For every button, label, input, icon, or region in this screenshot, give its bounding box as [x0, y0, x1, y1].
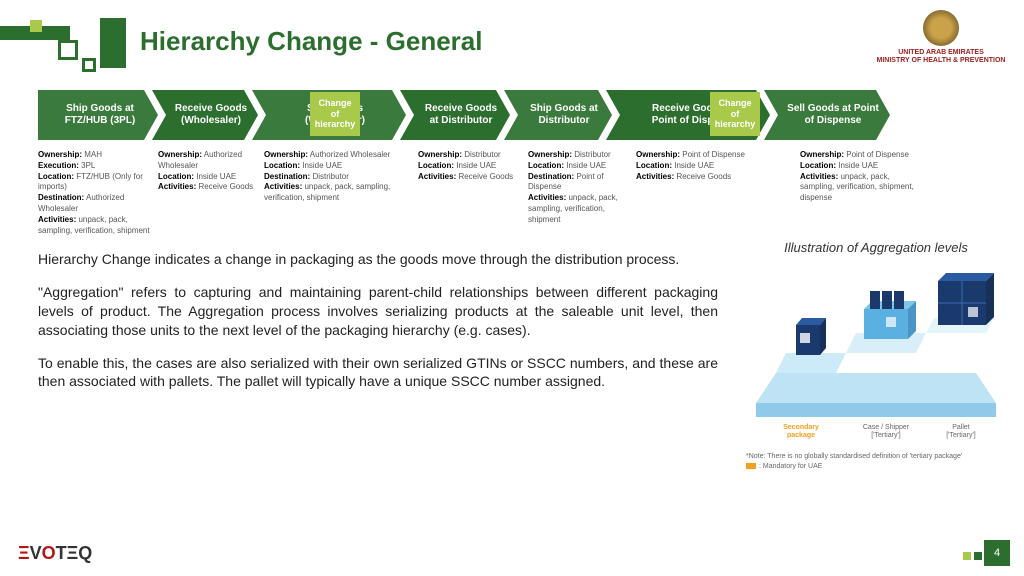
body-paragraph: To enable this, the cases are also seria… [38, 354, 718, 392]
flow-step: Sell Goods at Pointof Dispense [764, 90, 890, 140]
page-title-row: Hierarchy Change - General [140, 26, 884, 57]
step-details: Ownership: Point of DispenseLocation: In… [636, 150, 800, 236]
emblem-icon [923, 10, 959, 46]
illus-legend: : Mandatory for UAE [746, 463, 1006, 470]
body-paragraph: "Aggregation" refers to capturing and ma… [38, 283, 718, 340]
step-details: Ownership: Authorized WholesalerLocation… [264, 150, 418, 236]
step-details: Ownership: MAHExecution: 3PLLocation: FT… [38, 150, 158, 236]
evoteq-logo: ΞVOTΞQ [18, 543, 91, 564]
hierarchy-change-badge: Change ofhierarchy [310, 92, 360, 136]
logo-line1: UNITED ARAB EMIRATES [876, 49, 1006, 57]
process-flow: Ship Goods atFTZ/HUB (3PL)Receive Goods(… [38, 90, 1006, 140]
svg-text:Pallet: Pallet [952, 424, 970, 431]
flow-step: Receive Goodsat Distributor [400, 90, 510, 140]
flow-step: Receive Goods(Wholesaler) [152, 90, 258, 140]
svg-text:Secondary: Secondary [783, 424, 819, 431]
aggregation-illustration: Illustration of Aggregation levels Secon… [746, 240, 1006, 470]
flow-step: Ship Goods atFTZ/HUB (3PL) [38, 90, 158, 140]
svg-text:['Tertiary']: ['Tertiary'] [946, 432, 976, 439]
page-decoration [963, 552, 982, 560]
step-details: Ownership: DistributorLocation: Inside U… [528, 150, 636, 236]
aggregation-svg: Secondary package Case / Shipper ['Terti… [746, 263, 1006, 443]
page-number: 4 [984, 540, 1010, 566]
flow-step: Ship Goods atDistributor [504, 90, 612, 140]
svg-text:package: package [787, 432, 815, 439]
svg-text:['Tertiary']: ['Tertiary'] [871, 432, 901, 439]
corner-decoration [0, 18, 120, 78]
page-title: Hierarchy Change - General [140, 26, 884, 57]
svg-text:Case / Shipper: Case / Shipper [863, 424, 910, 431]
step-details-row: Ownership: MAHExecution: 3PLLocation: FT… [38, 150, 1006, 236]
body-text: Hierarchy Change indicates a change in p… [38, 250, 718, 405]
ministry-logo: UNITED ARAB EMIRATES MINISTRY OF HEALTH … [876, 10, 1006, 66]
body-paragraph: Hierarchy Change indicates a change in p… [38, 250, 718, 269]
illus-title: Illustration of Aggregation levels [746, 240, 1006, 255]
hierarchy-change-badge: Change ofhierarchy [710, 92, 760, 136]
step-details: Ownership: Authorized WholesalerLocation… [158, 150, 264, 236]
illus-note: *Note: There is no globally standardised… [746, 452, 1006, 461]
logo-line2: MINISTRY OF HEALTH & PREVENTION [876, 57, 1006, 65]
step-details: Ownership: DistributorLocation: Inside U… [418, 150, 528, 236]
step-details: Ownership: Point of DispenseLocation: In… [800, 150, 926, 236]
